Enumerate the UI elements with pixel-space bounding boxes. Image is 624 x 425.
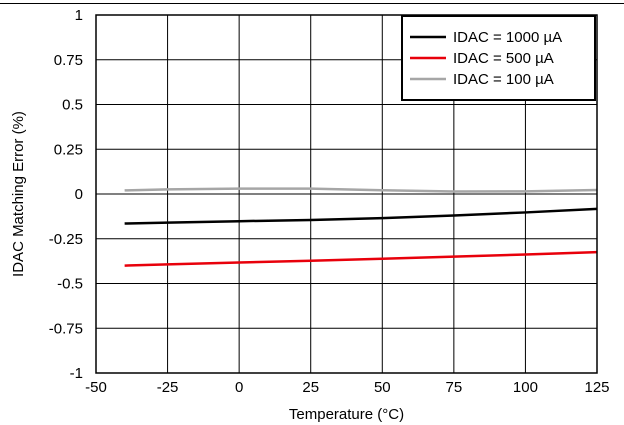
x-tick-label: 50 [374,379,391,396]
y-tick-label: -1 [70,365,83,382]
plot-frame [95,14,598,374]
y-tick-label: 0.75 [54,52,83,69]
legend-label: IDAC = 100 µA [453,71,554,88]
series-line-0 [124,207,598,225]
legend: IDAC = 1000 µA IDAC = 500 µA IDAC = 100 µA [401,15,596,101]
y-axis-title: IDAC Matching Error (%) [10,111,27,277]
x-axis-title: Temperature (°C) [289,406,404,423]
y-tick-label: 0.5 [62,97,83,114]
y-tick-labels: 1 0.75 0.5 0.25 0 -0.25 -0.5 -0.75 -1 [49,7,83,382]
x-tick-label: 0 [235,379,243,396]
y-tick-label: -0.75 [49,320,83,337]
y-tick-label: -0.5 [57,276,83,293]
y-tick-label: -0.25 [49,231,83,248]
x-tick-label: 25 [302,379,319,396]
x-tick-label: 125 [584,379,609,396]
x-tick-label: 100 [513,379,538,396]
x-tick-label: -50 [85,379,107,396]
x-tick-label: 75 [446,379,463,396]
x-tick-label: -25 [157,379,179,396]
y-tick-label: 0.25 [54,141,83,158]
top-rule [0,3,624,4]
y-tick-label: 0 [75,186,83,203]
legend-label: IDAC = 1000 µA [453,29,562,46]
legend-label: IDAC = 500 µA [453,50,554,67]
legend-box [401,15,596,101]
series-lines [124,187,598,267]
y-tick-label: 1 [75,7,83,24]
series-line-1 [124,250,598,267]
series-line-2 [124,187,598,193]
x-tick-labels: -50 -25 0 25 50 75 100 125 [85,379,609,396]
